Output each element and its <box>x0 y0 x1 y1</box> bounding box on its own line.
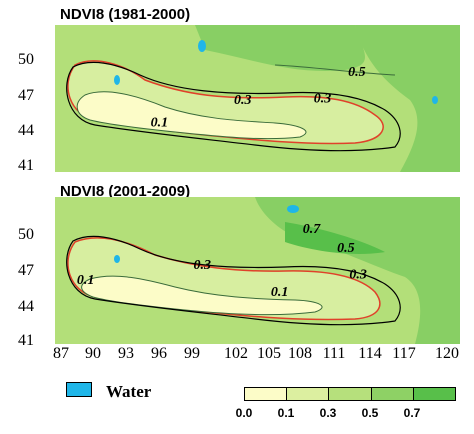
x-tick-label: 99 <box>184 345 200 362</box>
zone-high-north <box>195 25 365 71</box>
water-body <box>287 205 299 213</box>
contour-label: 0.3 <box>314 92 332 107</box>
x-tick-label: 87 <box>53 345 69 362</box>
y-tick-label: 44 <box>18 122 34 139</box>
zone-high-east <box>355 25 460 172</box>
y-tick-label: 41 <box>18 157 34 174</box>
y-tick-label: 41 <box>18 332 34 349</box>
colorbar-label: 0.3 <box>319 406 337 420</box>
x-tick-label: 111 <box>322 345 346 362</box>
contour-label: 0.3 <box>234 93 252 108</box>
y-tick-label: 50 <box>18 51 34 68</box>
y-tick-label: 47 <box>18 262 34 279</box>
x-tick-label: 96 <box>151 345 167 362</box>
ndvi-map-1981-2000: 0.1 0.3 0.3 0.5 <box>55 25 460 172</box>
mongolia-border <box>66 235 401 326</box>
colorbar-label: 0.0 <box>235 406 253 420</box>
water-body <box>432 96 438 104</box>
contour-05-line <box>274 64 396 76</box>
x-tick-label: 114 <box>358 345 382 362</box>
x-tick-label: 108 <box>288 345 312 362</box>
colorbar-segment <box>287 388 330 400</box>
contour-label: 0.3 <box>349 268 367 283</box>
water-body <box>114 75 120 85</box>
colorbar-label: 0.5 <box>361 406 379 420</box>
contour-labels-1: 0.1 0.3 0.3 0.5 <box>151 65 366 131</box>
y-tick-label: 47 <box>18 87 34 104</box>
colorbar-segment <box>413 388 456 400</box>
colorbar-segment <box>245 388 288 400</box>
y-tick-label: 44 <box>18 298 34 315</box>
panel-title-2: NDVI8 (2001-2009) <box>60 183 191 200</box>
x-tick-label: 102 <box>224 345 248 362</box>
x-tick-label: 117 <box>392 345 416 362</box>
water-legend-label: Water <box>106 382 152 401</box>
x-tick-label: 105 <box>257 345 281 362</box>
contour-label: 0.1 <box>151 116 169 131</box>
x-tick-label: 120 <box>435 345 459 362</box>
contour-label: 0.7 <box>303 222 322 237</box>
water-legend-swatch <box>66 382 92 397</box>
zone-01-region <box>76 91 307 140</box>
x-tick-label: 90 <box>85 345 101 362</box>
contour-label: 0.5 <box>348 65 366 80</box>
contour-label: 0.5 <box>337 241 355 256</box>
mongolia-border <box>66 61 401 152</box>
contour-label: 0.1 <box>77 273 95 288</box>
contour-label: 0.1 <box>271 285 289 300</box>
water-body <box>198 40 206 52</box>
colorbar-label: 0.1 <box>277 406 295 420</box>
contour-label: 0.3 <box>194 258 212 273</box>
colorbar-label: 0.7 <box>403 406 421 420</box>
colorbar-segment <box>371 388 414 400</box>
ndvi-colorbar <box>244 387 456 401</box>
panel-title-1: NDVI8 (1981-2000) <box>60 6 191 23</box>
ndvi-map-2001-2009: 0.7 0.5 0.3 0.3 0.1 0.1 <box>55 197 460 344</box>
water-body <box>114 255 120 263</box>
contour-labels-2: 0.7 0.5 0.3 0.3 0.1 0.1 <box>77 222 367 300</box>
colorbar-segment <box>329 388 372 400</box>
y-tick-label: 50 <box>18 226 34 243</box>
x-tick-label: 93 <box>118 345 134 362</box>
zone-07-region <box>285 222 385 254</box>
